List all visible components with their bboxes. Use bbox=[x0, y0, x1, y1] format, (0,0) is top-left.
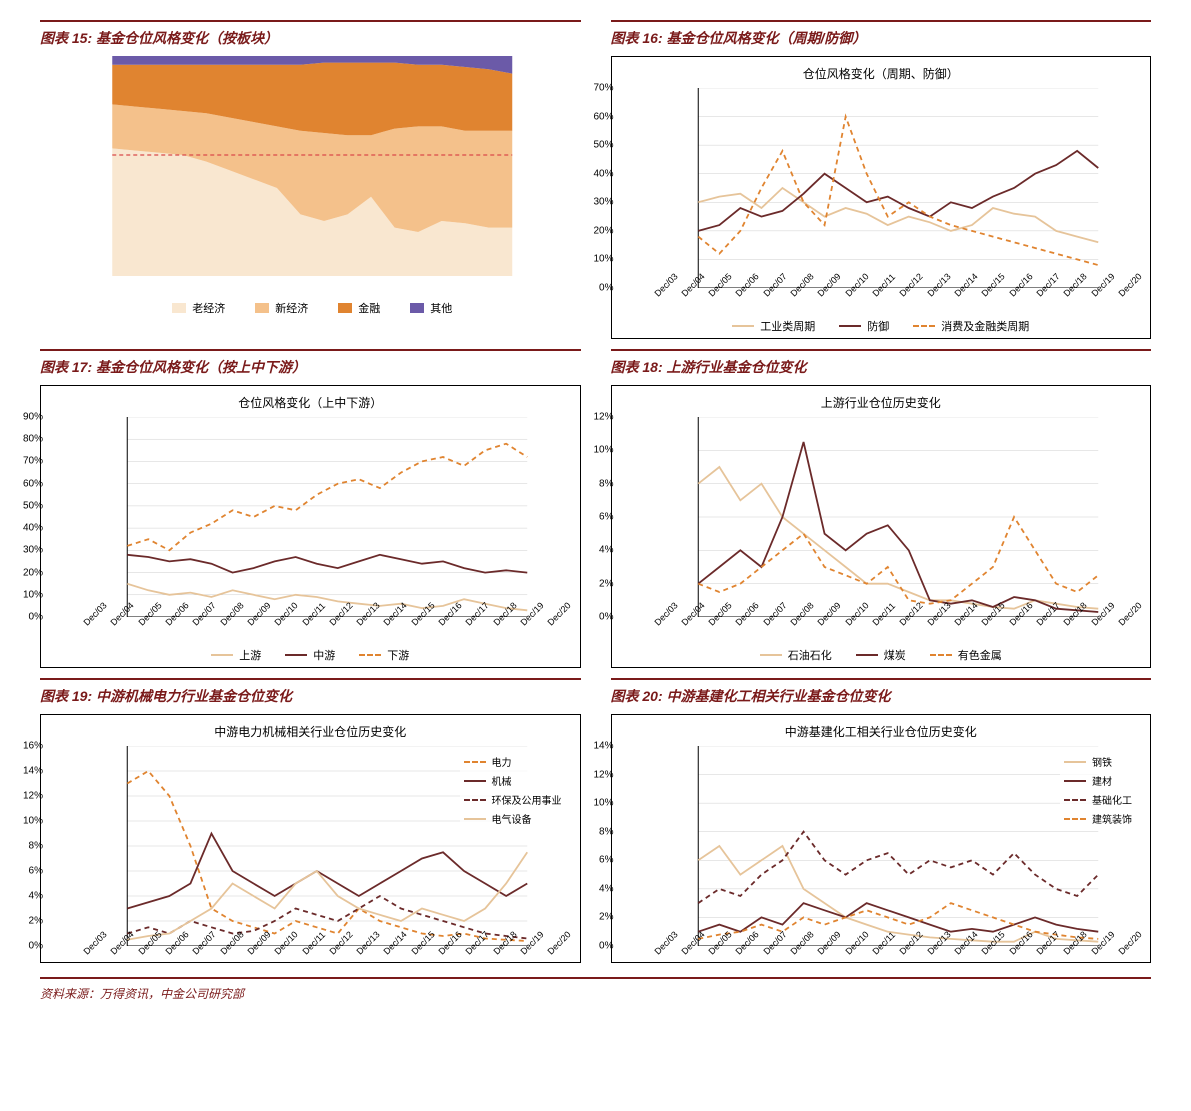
chart-15-title: 图表 15: 基金仓位风格变化（按板块） bbox=[40, 30, 278, 46]
chart-17-title: 图表 17: 基金仓位风格变化（按上中下游） bbox=[40, 359, 306, 375]
chart-16-subtitle: 仓位风格变化（周期、防御） bbox=[618, 65, 1145, 82]
chart-16-legend: 工业类周期防御消费及金融类周期 bbox=[618, 318, 1145, 334]
chart-19-subtitle: 中游电力机械相关行业仓位历史变化 bbox=[47, 723, 574, 740]
chart-16: 图表 16: 基金仓位风格变化（周期/防御） 仓位风格变化（周期、防御） 0%1… bbox=[611, 20, 1152, 339]
chart-19-title: 图表 19: 中游机械电力行业基金仓位变化 bbox=[40, 688, 292, 704]
chart-15-legend: 老经济新经济金融其他 bbox=[44, 300, 581, 316]
chart-18-subtitle: 上游行业仓位历史变化 bbox=[618, 394, 1145, 411]
chart-16-title: 图表 16: 基金仓位风格变化（周期/防御） bbox=[611, 30, 867, 46]
chart-18-legend: 石油石化煤炭有色金属 bbox=[618, 647, 1145, 663]
chart-20-plot: 钢铁建材基础化工建筑装饰 bbox=[652, 746, 1145, 946]
chart-20-title: 图表 20: 中游基建化工相关行业基金仓位变化 bbox=[611, 688, 891, 704]
chart-17-subtitle: 仓位风格变化（上中下游） bbox=[47, 394, 574, 411]
chart-15-plot bbox=[44, 56, 581, 276]
chart-19-xlabels: Dec/03Dec/04Dec/05Dec/06Dec/07Dec/08Dec/… bbox=[81, 948, 574, 958]
chart-18-title: 图表 18: 上游行业基金仓位变化 bbox=[611, 359, 807, 375]
source-footer: 资料来源：万得资讯，中金公司研究部 bbox=[40, 977, 1151, 1002]
chart-16-plot bbox=[652, 88, 1145, 288]
chart-20: 图表 20: 中游基建化工相关行业基金仓位变化 中游基建化工相关行业仓位历史变化… bbox=[611, 678, 1152, 963]
chart-20-subtitle: 中游基建化工相关行业仓位历史变化 bbox=[618, 723, 1145, 740]
chart-20-xlabels: Dec/03Dec/04Dec/05Dec/06Dec/07Dec/08Dec/… bbox=[652, 948, 1145, 958]
chart-17-legend: 上游中游下游 bbox=[47, 647, 574, 663]
chart-19-legend: 电力机械环保及公用事业电气设备 bbox=[460, 750, 566, 830]
chart-15: 图表 15: 基金仓位风格变化（按板块） 老经济新经济金融其他 bbox=[40, 20, 581, 339]
chart-17-xlabels: Dec/03Dec/04Dec/05Dec/06Dec/07Dec/08Dec/… bbox=[81, 619, 574, 629]
chart-17: 图表 17: 基金仓位风格变化（按上中下游） 仓位风格变化（上中下游） 0%10… bbox=[40, 349, 581, 668]
chart-18-xlabels: Dec/03Dec/04Dec/05Dec/06Dec/07Dec/08Dec/… bbox=[652, 619, 1145, 629]
chart-20-legend: 钢铁建材基础化工建筑装饰 bbox=[1060, 750, 1136, 830]
chart-17-plot bbox=[81, 417, 574, 617]
chart-19-plot: 电力机械环保及公用事业电气设备 bbox=[81, 746, 574, 946]
chart-19: 图表 19: 中游机械电力行业基金仓位变化 中游电力机械相关行业仓位历史变化 0… bbox=[40, 678, 581, 963]
chart-18-plot bbox=[652, 417, 1145, 617]
chart-grid: 图表 15: 基金仓位风格变化（按板块） 老经济新经济金融其他 图表 16: 基… bbox=[40, 20, 1151, 963]
chart-18: 图表 18: 上游行业基金仓位变化 上游行业仓位历史变化 0%2%4%6%8%1… bbox=[611, 349, 1152, 668]
chart-16-xlabels: Dec/03Dec/04Dec/05Dec/06Dec/07Dec/08Dec/… bbox=[652, 290, 1145, 300]
